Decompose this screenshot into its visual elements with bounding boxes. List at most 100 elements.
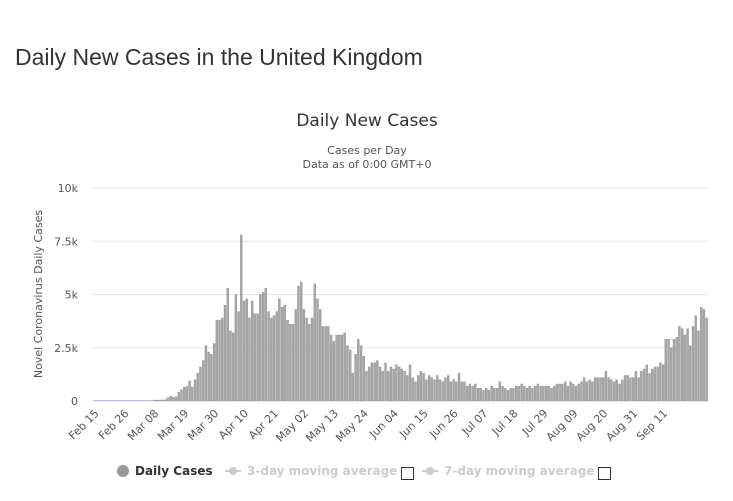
bar[interactable] <box>610 379 613 402</box>
bar[interactable] <box>411 377 414 402</box>
bar[interactable] <box>261 292 265 402</box>
bar[interactable] <box>506 390 510 402</box>
bar[interactable] <box>593 377 597 402</box>
bar[interactable] <box>343 332 346 402</box>
bar[interactable] <box>452 379 455 402</box>
bar[interactable] <box>463 381 466 402</box>
bar[interactable] <box>474 383 477 402</box>
bar[interactable] <box>362 356 365 402</box>
bar[interactable] <box>332 341 336 402</box>
bar[interactable] <box>659 362 662 402</box>
bar[interactable] <box>324 326 327 402</box>
bar[interactable] <box>327 326 330 402</box>
bar[interactable] <box>408 364 412 402</box>
bar[interactable] <box>678 326 681 402</box>
bar[interactable] <box>240 234 243 402</box>
bar[interactable] <box>501 385 504 402</box>
bar[interactable] <box>395 364 398 402</box>
bar[interactable] <box>294 309 297 402</box>
bar[interactable] <box>700 307 703 402</box>
bar[interactable] <box>223 304 227 402</box>
bar[interactable] <box>558 383 561 402</box>
bar[interactable] <box>490 385 493 402</box>
bar[interactable] <box>574 385 578 402</box>
bar[interactable] <box>615 379 619 402</box>
bar[interactable] <box>471 385 474 402</box>
bar[interactable] <box>267 311 270 402</box>
bar[interactable] <box>373 362 376 402</box>
bar[interactable] <box>242 300 246 402</box>
bar[interactable] <box>185 386 189 402</box>
bar[interactable] <box>653 366 657 402</box>
bar[interactable] <box>248 317 251 402</box>
bar[interactable] <box>256 313 259 402</box>
bar[interactable] <box>438 379 442 402</box>
bar[interactable] <box>531 388 534 402</box>
bar[interactable] <box>683 334 687 402</box>
bar[interactable] <box>397 366 401 402</box>
bar[interactable] <box>259 294 262 402</box>
bar[interactable] <box>572 383 575 402</box>
checkbox-3-day-average[interactable] <box>401 467 414 480</box>
bar[interactable] <box>449 381 453 402</box>
bar[interactable] <box>338 334 341 402</box>
bar[interactable] <box>389 366 393 402</box>
bar[interactable] <box>536 383 540 402</box>
bar[interactable] <box>509 388 512 402</box>
bar[interactable] <box>163 399 167 402</box>
bar[interactable] <box>433 379 436 402</box>
bar[interactable] <box>457 373 461 402</box>
bar[interactable] <box>348 349 352 402</box>
bar[interactable] <box>286 319 289 402</box>
bar[interactable] <box>691 326 695 402</box>
bar[interactable] <box>599 377 602 402</box>
bar[interactable] <box>596 377 599 402</box>
bar[interactable] <box>321 326 325 402</box>
bar[interactable] <box>689 345 692 402</box>
bar[interactable] <box>672 339 676 402</box>
bar[interactable] <box>166 397 170 402</box>
bar[interactable] <box>212 343 216 402</box>
bar[interactable] <box>207 351 210 402</box>
bar[interactable] <box>365 371 368 402</box>
bar[interactable] <box>370 362 374 402</box>
bar[interactable] <box>430 377 433 402</box>
bar[interactable] <box>392 368 395 402</box>
bar[interactable] <box>566 385 570 402</box>
bar[interactable] <box>697 330 700 402</box>
checkbox-7-day-average[interactable] <box>598 467 611 480</box>
bar[interactable] <box>528 385 531 402</box>
bar[interactable] <box>419 371 423 402</box>
bar[interactable] <box>465 385 469 402</box>
bar[interactable] <box>547 385 550 402</box>
bar[interactable] <box>512 388 515 402</box>
bar[interactable] <box>446 375 450 402</box>
bar[interactable] <box>226 287 229 402</box>
bar[interactable] <box>621 379 624 402</box>
bar[interactable] <box>158 399 161 402</box>
bar[interactable] <box>634 371 638 402</box>
bar[interactable] <box>188 380 191 402</box>
bar[interactable] <box>563 381 567 402</box>
bar[interactable] <box>436 375 439 402</box>
bar[interactable] <box>245 298 248 402</box>
bar[interactable] <box>221 317 224 402</box>
bar[interactable] <box>357 339 360 402</box>
bar[interactable] <box>155 399 159 402</box>
bar[interactable] <box>482 390 485 402</box>
bar[interactable] <box>161 399 164 402</box>
bar[interactable] <box>569 381 572 402</box>
bar[interactable] <box>180 389 183 402</box>
bar[interactable] <box>272 315 276 402</box>
bar[interactable] <box>514 385 518 402</box>
bar[interactable] <box>629 377 632 402</box>
bar[interactable] <box>210 353 213 402</box>
legend-item-daily-cases[interactable]: Daily Cases <box>117 464 213 478</box>
bar[interactable] <box>400 368 404 402</box>
bar[interactable] <box>661 364 665 402</box>
bar[interactable] <box>234 294 238 402</box>
bar[interactable] <box>340 334 344 402</box>
bar[interactable] <box>414 381 417 402</box>
bar[interactable] <box>667 339 670 402</box>
bar[interactable] <box>302 309 306 402</box>
